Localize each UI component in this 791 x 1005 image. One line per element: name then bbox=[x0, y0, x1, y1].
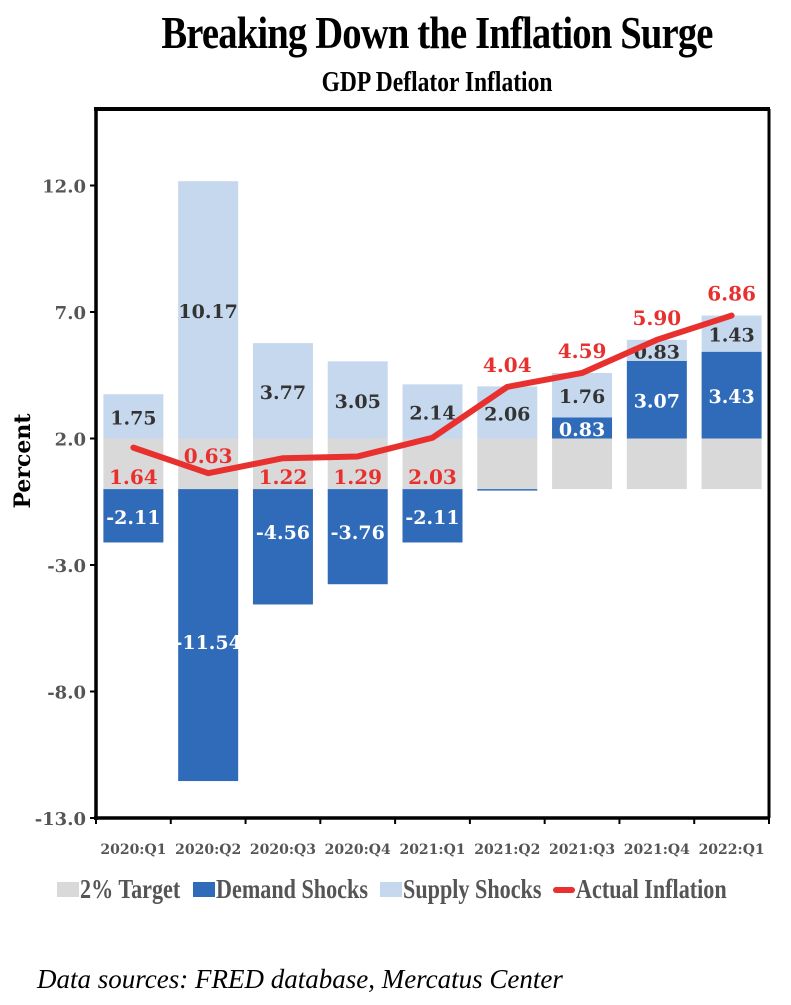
line-labels-layer: 1.64 0.63 1.22 1.29 2.03 4.04 4.59 5.90 6.86 bbox=[109, 282, 756, 490]
supply-shock-value-label: 2.14 bbox=[409, 402, 455, 424]
x-tick-label: 2021:Q4 bbox=[624, 842, 690, 858]
bar-supply-shock bbox=[327, 361, 388, 439]
y-tick-label: -13.0 bbox=[35, 809, 86, 830]
supply-shock-value-label: 10.17 bbox=[178, 301, 238, 323]
y-tick-label: 12.0 bbox=[42, 177, 86, 198]
actual-inflation-value-label: 6.86 bbox=[707, 282, 756, 306]
supply-shock-value-label: 1.75 bbox=[110, 407, 156, 429]
x-tick-label: 2020:Q4 bbox=[325, 842, 391, 858]
x-tick-label: 2021:Q1 bbox=[399, 842, 465, 858]
y-tick-label: 7.0 bbox=[55, 303, 86, 324]
bar-demand-shock bbox=[252, 489, 313, 605]
demand-shock-value-label: 3.43 bbox=[708, 386, 754, 408]
x-tick-label: 2020:Q2 bbox=[175, 842, 241, 858]
actual-inflation-value-label: 1.64 bbox=[109, 465, 158, 489]
legend-item-supply-shocks: Supply Shocks bbox=[380, 874, 572, 905]
supply-shock-value-label: 2.06 bbox=[484, 403, 530, 425]
x-tick-label: 2022:Q1 bbox=[699, 842, 765, 858]
legend-label: Demand Shocks bbox=[216, 874, 368, 904]
legend-label: 2% Target bbox=[80, 874, 181, 904]
demand-shock-value-label: -4.56 bbox=[256, 522, 310, 544]
bar-supply-shock bbox=[103, 394, 164, 439]
bars-layer bbox=[103, 181, 762, 782]
chart-plot: 1.75 -2.11 10.17 -11.54 3.77 -4.56 3.05 -3.76 2.… bbox=[10, 107, 771, 858]
actual-inflation-value-label: 1.29 bbox=[333, 465, 382, 489]
x-tick-label: 2020:Q3 bbox=[250, 842, 316, 858]
bar-demand-shock bbox=[477, 489, 538, 491]
chart-frame bbox=[94, 107, 771, 820]
bar-demand-shock bbox=[327, 489, 388, 585]
bar-demand-shock bbox=[701, 351, 762, 439]
bar-2pct-target bbox=[327, 438, 388, 490]
y-tick-label: -3.0 bbox=[47, 556, 86, 577]
supply-shock-value-label: 1.43 bbox=[708, 325, 754, 347]
legend-line-actual-inflation bbox=[553, 886, 575, 893]
legend-swatch-supply-shocks bbox=[380, 882, 402, 897]
bar-2pct-target bbox=[626, 438, 687, 490]
demand-shock-value-label: 3.07 bbox=[634, 391, 680, 413]
chart-subtitle: GDP Deflator Inflation bbox=[321, 67, 553, 98]
bar-supply-shock bbox=[477, 386, 538, 439]
y-tick-label: -8.0 bbox=[47, 683, 86, 704]
demand-shock-value-label: 0.83 bbox=[559, 419, 605, 441]
demand-shock-value-label: -11.54 bbox=[174, 632, 241, 654]
actual-inflation-value-label: 0.63 bbox=[184, 444, 233, 468]
bar-supply-shock bbox=[552, 372, 613, 418]
actual-inflation-value-label: 4.04 bbox=[483, 353, 532, 377]
bar-2pct-target bbox=[402, 438, 463, 490]
actual-inflation-value-label: 1.22 bbox=[259, 465, 308, 489]
y-tick-label: 2.0 bbox=[55, 430, 86, 451]
bar-demand-shock bbox=[402, 489, 463, 543]
bar-labels-layer: 1.75 -2.11 10.17 -11.54 3.77 -4.56 3.05 -3.76 2.… bbox=[106, 301, 754, 654]
bar-2pct-target bbox=[552, 438, 613, 490]
y-axis-label: Percent bbox=[10, 413, 36, 509]
x-axis: 2020:Q1 2020:Q2 2020:Q3 2020:Q4 2021:Q1 2021:… bbox=[95, 818, 770, 858]
data-source-note: Data sources: FRED database, Mercatus Ce… bbox=[37, 964, 563, 994]
x-tick-label: 2021:Q3 bbox=[549, 842, 615, 858]
actual-inflation-value-label: 4.59 bbox=[558, 339, 607, 363]
legend-swatch-2pct-target bbox=[57, 882, 79, 897]
bar-2pct-target bbox=[701, 438, 762, 490]
bar-demand-shock bbox=[178, 489, 239, 782]
legend-item-2pct-target: 2% Target bbox=[57, 874, 202, 905]
bar-demand-shock bbox=[552, 417, 613, 439]
x-tick-label: 2021:Q2 bbox=[474, 842, 540, 858]
actual-inflation-value-label: 2.03 bbox=[408, 465, 457, 489]
bar-supply-shock bbox=[402, 384, 463, 439]
chart-title: Breaking Down the Inflation Surge bbox=[161, 7, 713, 58]
bar-2pct-target bbox=[477, 438, 538, 490]
demand-shock-value-label: -2.11 bbox=[106, 507, 160, 529]
legend-item-actual-inflation: Actual Inflation bbox=[553, 874, 760, 905]
demand-shock-value-label: -3.76 bbox=[331, 522, 385, 544]
legend: 2% Target Demand Shocks Supply Shocks Ac… bbox=[0, 874, 791, 914]
demand-shock-value-label: -2.11 bbox=[405, 507, 459, 529]
legend-swatch-demand-shocks bbox=[193, 882, 215, 897]
legend-label: Supply Shocks bbox=[403, 874, 542, 904]
line-layer bbox=[130, 312, 735, 477]
supply-shock-value-label: 3.77 bbox=[260, 382, 306, 404]
supply-shock-value-label: 1.76 bbox=[559, 386, 605, 408]
y-axis: 12.0 7.0 2.0 -3.0 -8.0 -13.0 bbox=[35, 177, 96, 830]
bar-demand-shock bbox=[103, 489, 164, 543]
bar-supply-shock bbox=[178, 181, 239, 439]
legend-item-demand-shocks: Demand Shocks bbox=[193, 874, 401, 905]
bar-demand-shock bbox=[626, 360, 687, 439]
x-tick-label: 2020:Q1 bbox=[100, 842, 166, 858]
actual-inflation-value-label: 5.90 bbox=[632, 306, 681, 330]
bar-supply-shock bbox=[252, 343, 313, 439]
legend-label: Actual Inflation bbox=[576, 874, 727, 904]
supply-shock-value-label: 3.05 bbox=[335, 391, 381, 413]
